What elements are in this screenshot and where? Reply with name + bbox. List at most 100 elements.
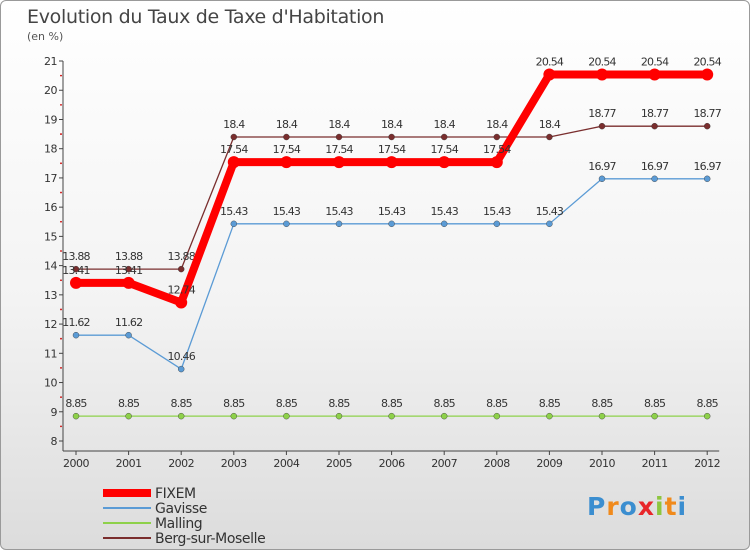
data-label: 15.43 bbox=[273, 205, 301, 218]
data-point bbox=[230, 220, 238, 228]
x-tick-label: 2005 bbox=[326, 457, 352, 470]
data-label: 8.85 bbox=[118, 397, 140, 410]
x-tick-label: 2012 bbox=[694, 457, 720, 470]
data-point bbox=[70, 276, 82, 289]
data-label: 8.85 bbox=[539, 397, 561, 410]
data-label: 13.88 bbox=[115, 250, 143, 263]
data-point bbox=[335, 220, 343, 228]
legend-label: Gavisse bbox=[155, 501, 207, 517]
data-point bbox=[441, 220, 448, 228]
data-label: 13.41 bbox=[115, 264, 143, 277]
x-tick-label: 2009 bbox=[536, 457, 562, 470]
data-point bbox=[546, 220, 553, 228]
legend-label: Malling bbox=[155, 516, 202, 532]
data-point bbox=[651, 412, 658, 420]
x-tick-label: 2010 bbox=[589, 457, 615, 470]
x-tick-label: 2007 bbox=[431, 457, 457, 470]
data-label: 20.54 bbox=[641, 55, 669, 68]
data-point bbox=[283, 133, 290, 141]
y-tick-label: 19 bbox=[44, 113, 57, 126]
data-label: 18.4 bbox=[381, 118, 403, 131]
legend-label: Berg-sur-Moselle bbox=[155, 531, 265, 547]
data-point bbox=[280, 156, 293, 169]
data-label: 8.85 bbox=[434, 397, 456, 410]
x-tick-label: 2001 bbox=[116, 457, 142, 470]
data-point bbox=[177, 412, 185, 420]
data-point bbox=[441, 133, 448, 141]
data-label: 11.62 bbox=[62, 316, 90, 329]
y-minor-tick bbox=[60, 162, 62, 165]
x-tick-label: 2000 bbox=[63, 457, 89, 470]
y-minor-tick bbox=[60, 74, 62, 77]
y-minor-tick bbox=[60, 396, 62, 399]
data-point bbox=[72, 265, 80, 273]
data-label: 18.77 bbox=[641, 107, 669, 120]
data-label: 16.97 bbox=[588, 160, 616, 173]
chart-title: Evolution du Taux de Taxe d'Habitation bbox=[27, 6, 385, 28]
data-label: 10.46 bbox=[167, 350, 195, 363]
data-point bbox=[388, 133, 395, 141]
y-tick-label: 14 bbox=[44, 260, 57, 273]
y-tick-label: 15 bbox=[44, 230, 57, 243]
data-point bbox=[388, 412, 395, 420]
data-point bbox=[122, 276, 135, 289]
data-label: 8.85 bbox=[223, 397, 245, 410]
data-label: 8.85 bbox=[276, 397, 298, 410]
y-minor-tick bbox=[60, 337, 62, 340]
data-point bbox=[335, 133, 343, 141]
data-point bbox=[493, 133, 500, 141]
data-point bbox=[651, 122, 658, 130]
data-point bbox=[704, 412, 711, 420]
data-label: 8.85 bbox=[697, 397, 719, 410]
x-tick-label: 2011 bbox=[642, 457, 668, 470]
x-tick-label: 2002 bbox=[168, 457, 194, 470]
data-label: 8.85 bbox=[65, 397, 87, 410]
data-label: 8.85 bbox=[381, 397, 403, 410]
data-label: 20.54 bbox=[588, 55, 616, 68]
data-label: 17.54 bbox=[378, 143, 406, 156]
data-label: 13.88 bbox=[62, 250, 90, 263]
data-label: 20.54 bbox=[693, 55, 721, 68]
data-point bbox=[388, 220, 395, 228]
data-point bbox=[493, 220, 500, 228]
data-point bbox=[72, 331, 80, 339]
data-label: 15.43 bbox=[430, 205, 458, 218]
data-label: 8.85 bbox=[486, 397, 508, 410]
y-tick-label: 13 bbox=[44, 289, 57, 302]
y-minor-tick bbox=[60, 191, 62, 194]
data-point bbox=[438, 156, 451, 169]
data-point bbox=[283, 220, 290, 228]
y-tick-label: 17 bbox=[44, 172, 57, 185]
data-label: 20.54 bbox=[536, 55, 564, 68]
data-label: 13.41 bbox=[62, 264, 90, 277]
data-point bbox=[335, 412, 343, 420]
y-minor-tick bbox=[60, 367, 62, 369]
y-tick-label: 11 bbox=[44, 347, 57, 360]
y-tick-label: 21 bbox=[44, 55, 57, 68]
data-point bbox=[546, 412, 553, 420]
y-tick-label: 8 bbox=[51, 435, 58, 448]
y-tick-label: 9 bbox=[51, 406, 58, 419]
data-point bbox=[125, 412, 132, 420]
x-tick-label: 2003 bbox=[221, 457, 247, 470]
x-tick-label: 2008 bbox=[484, 457, 510, 470]
y-unit-label: (en %) bbox=[27, 30, 64, 43]
y-tick-label: 10 bbox=[44, 377, 57, 390]
data-point bbox=[596, 68, 608, 81]
data-label: 15.43 bbox=[325, 205, 353, 218]
data-label: 17.54 bbox=[325, 143, 353, 156]
data-point bbox=[543, 68, 556, 81]
data-label: 17.54 bbox=[220, 143, 248, 156]
data-point bbox=[598, 412, 606, 420]
data-point bbox=[333, 156, 345, 169]
data-point bbox=[648, 68, 661, 81]
data-point bbox=[598, 175, 606, 183]
data-label: 12.74 bbox=[167, 283, 195, 296]
data-point bbox=[598, 122, 606, 130]
data-point bbox=[230, 412, 238, 420]
y-tick-label: 18 bbox=[44, 143, 57, 156]
y-minor-tick bbox=[60, 250, 62, 252]
data-point bbox=[175, 296, 188, 309]
y-tick-label: 20 bbox=[44, 84, 57, 97]
data-label: 8.85 bbox=[591, 397, 613, 410]
